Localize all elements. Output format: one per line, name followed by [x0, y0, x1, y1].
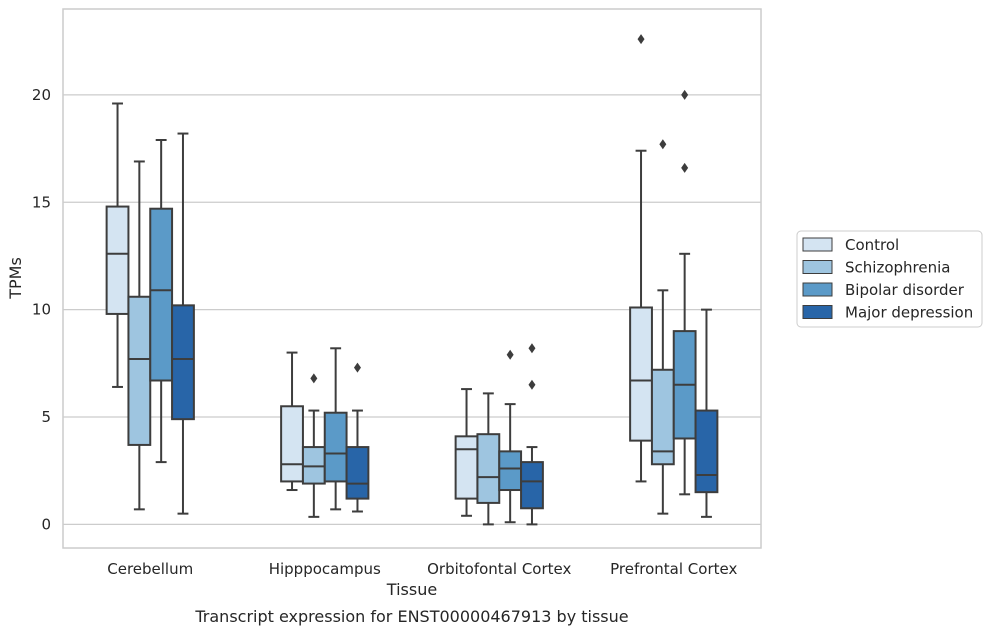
outlier-point	[506, 349, 514, 360]
plot-area	[63, 9, 761, 548]
legend-label: Major depression	[845, 304, 973, 322]
box-iqr	[650, 368, 675, 466]
box-schizophrenia	[650, 139, 675, 515]
x-tick-label: Prefrontal Cortex	[610, 560, 737, 578]
y-tick-labels: 0 5 10 15 20	[32, 86, 51, 533]
legend-swatch	[802, 237, 833, 252]
outlier-point	[637, 34, 645, 45]
box-schizophrenia	[127, 160, 152, 511]
box-iqr	[694, 409, 719, 494]
y-tick-label: 5	[41, 408, 51, 426]
x-tick-label: Cerebellum	[107, 560, 193, 578]
outlier-point	[681, 89, 689, 100]
box-iqr	[323, 411, 348, 483]
box-control	[105, 102, 130, 388]
box-schizophrenia	[476, 392, 501, 526]
legend-swatch	[802, 260, 833, 274]
figure-caption: Transcript expression for ENST0000046791…	[194, 607, 628, 626]
legend-label: Bipolar disorder	[845, 281, 965, 299]
box-iqr	[301, 446, 326, 485]
outlier-point	[681, 162, 689, 173]
legend-swatch	[802, 305, 833, 319]
box-series	[105, 34, 719, 526]
box-iqr	[171, 304, 195, 421]
x-tick-label: Orbitofontal Cortex	[427, 560, 571, 578]
box-iqr	[149, 207, 174, 382]
box-iqr	[498, 450, 523, 492]
legend: Control Schizophrenia Bipolar disorder Majo…	[796, 230, 983, 328]
box-iqr	[629, 306, 653, 442]
outlier-point	[353, 362, 361, 373]
x-tick-label: Hipppocampus	[269, 560, 381, 578]
box-iqr	[105, 205, 130, 315]
box-major-depression	[694, 308, 719, 518]
plot-frame	[62, 8, 762, 549]
box-iqr	[454, 435, 479, 500]
outlier-point	[310, 373, 318, 384]
box-iqr	[520, 461, 544, 510]
box-schizophrenia	[301, 373, 326, 518]
legend-label: Control	[845, 236, 899, 254]
y-tick-label: 0	[41, 515, 51, 533]
x-tick-labels: Cerebellum Hipppocampus Orbitofontal Corte…	[107, 560, 737, 578]
legend-swatch	[802, 282, 833, 297]
y-tick-label: 15	[32, 193, 51, 211]
x-axis-label: Tissue	[386, 580, 437, 599]
legend-label: Schizophrenia	[845, 259, 950, 277]
box-major-depression	[520, 343, 544, 526]
box-major-depression	[345, 362, 370, 513]
box-major-depression	[171, 132, 195, 515]
box-control	[629, 34, 653, 483]
outlier-point	[659, 139, 667, 150]
outlier-point	[528, 343, 536, 354]
y-tick-label: 10	[32, 301, 51, 319]
box-control	[280, 351, 304, 492]
box-iqr	[280, 405, 304, 483]
outlier-point	[528, 379, 536, 390]
box-control	[454, 388, 479, 517]
box-iqr	[345, 446, 370, 500]
box-bipolar-disorder	[672, 89, 697, 496]
y-tick-label: 20	[32, 86, 51, 104]
y-axis-label: TPMs	[6, 257, 25, 300]
box-iqr	[476, 433, 501, 504]
box-iqr	[127, 295, 152, 446]
box-bipolar-disorder	[149, 138, 174, 464]
legend-frame	[796, 230, 983, 328]
